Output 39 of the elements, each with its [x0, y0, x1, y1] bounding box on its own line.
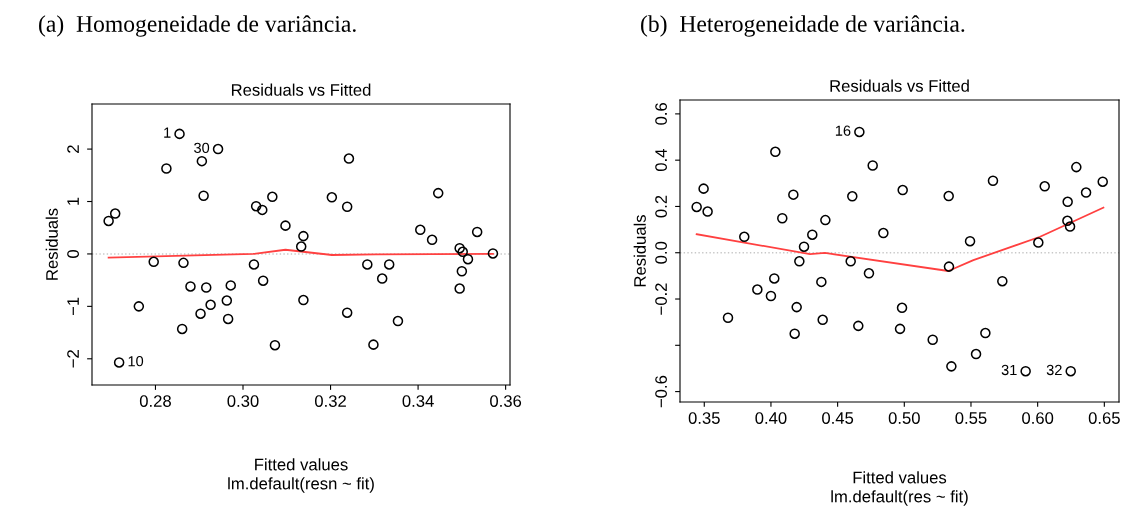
chart-subtitle: Residuals vs Fitted [231, 83, 371, 96]
chart-subtitle: Residuals vs Fitted [830, 79, 969, 92]
y-tick-label: −0.2 [655, 283, 667, 315]
annotation: 16 [835, 125, 851, 136]
x-tick-label: 0.28 [139, 395, 171, 407]
x-tick-label: 0.55 [955, 412, 987, 424]
x-tick-label: 0.65 [1088, 412, 1120, 424]
y-axis-title: Residuals [633, 215, 646, 287]
x-axis-title: Fitted values [255, 458, 348, 471]
y-tick-label: 0.2 [655, 195, 667, 218]
x-tick-label: 0.50 [888, 412, 920, 424]
annotation: 1 [164, 127, 171, 138]
chart-title: (a) Homogeneidade de variância. [39, 15, 356, 37]
x-tick-label: 0.40 [755, 412, 787, 424]
y-tick-label: 0 [67, 249, 79, 258]
text: lm.default(resn ~ fit) [228, 477, 374, 493]
x-axis-title: Fitted values [853, 471, 947, 484]
x-tick-label: 0.30 [227, 395, 259, 407]
y-tick-label: −2 [67, 350, 79, 368]
y-tick-label: 1 [67, 197, 79, 205]
y-tick-label: 0.6 [655, 103, 667, 125]
annotation: 31 [1001, 364, 1017, 376]
y-axis-title: Residuals [45, 208, 58, 280]
y-tick-label: −1 [67, 297, 79, 316]
annotation: 30 [194, 142, 210, 153]
text: lm.default(res ~ fit) [831, 490, 968, 506]
y-tick-label: −0.6 [655, 375, 667, 408]
y-tick-label: 2 [67, 145, 79, 153]
x-tick-label: 0.45 [822, 412, 854, 424]
y-tick-label: 0.0 [655, 241, 667, 264]
x-tick-label: 0.60 [1022, 412, 1054, 424]
x-tick-label: 0.36 [490, 395, 522, 407]
x-tick-label: 0.32 [314, 395, 346, 407]
annotation: 10 [128, 356, 144, 367]
x-tick-label: 0.34 [402, 395, 434, 407]
y-tick-label: 0.4 [655, 149, 667, 172]
chart-title: (b) Heterogeneidade de variância. [641, 15, 965, 37]
annotation: 32 [1046, 364, 1062, 376]
x-tick-label: 0.35 [688, 412, 720, 424]
